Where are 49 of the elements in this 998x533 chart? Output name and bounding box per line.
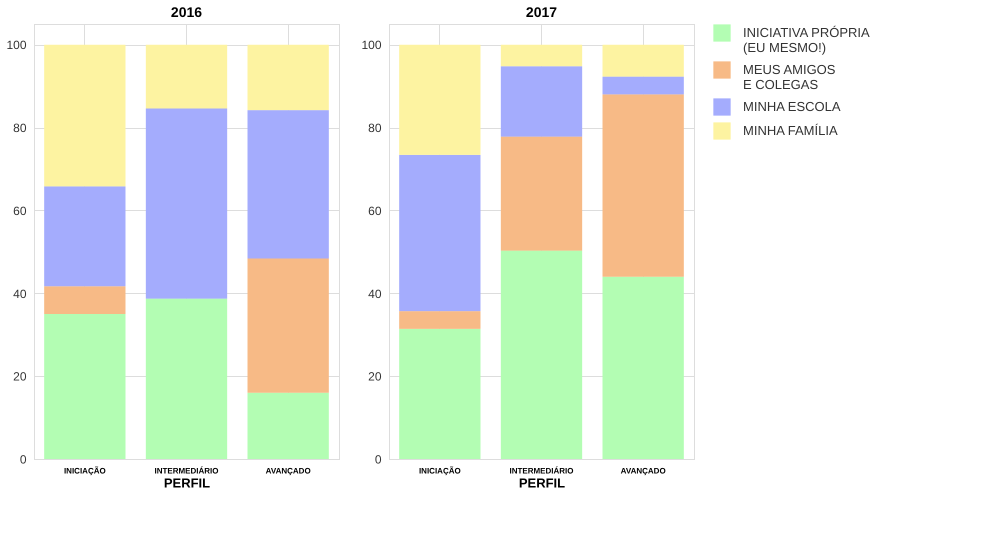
bar — [602, 94, 684, 277]
y-tick-label: 80 — [368, 121, 382, 136]
y-tick-label: 0 — [374, 452, 382, 466]
x-tick-label: INTERMEDIÁRIO — [510, 466, 574, 476]
bar — [44, 44, 126, 186]
legend-label: MINHA ESCOLA — [743, 99, 841, 114]
bar — [146, 298, 228, 459]
legend-label: MEUS AMIGOS E COLEGAS — [743, 62, 836, 92]
bar — [44, 314, 126, 459]
bar — [500, 136, 582, 251]
bar — [602, 44, 684, 77]
x-tick-label: AVANÇADO — [620, 466, 666, 476]
bar — [248, 258, 329, 393]
bar — [602, 276, 684, 459]
y-tick-label: 20 — [368, 370, 382, 384]
y-tick-label: 80 — [13, 121, 27, 136]
bar — [248, 392, 329, 459]
legend-label: MINHA FAMÍLIA — [743, 123, 838, 138]
x-axis-title: PERFIL — [518, 476, 566, 490]
y-tick-label: 100 — [6, 38, 27, 52]
legend-label: INICIATIVA PRÓPRIA (EU MESMO!) — [743, 25, 870, 55]
y-tick-label: 0 — [20, 452, 27, 466]
bar — [44, 286, 126, 314]
y-tick-label: 60 — [368, 204, 382, 218]
bar — [399, 154, 480, 312]
bar — [399, 44, 480, 155]
y-tick-label: 40 — [13, 286, 27, 301]
bar — [500, 66, 582, 137]
x-tick-label: INTERMEDIÁRIO — [154, 466, 218, 476]
x-tick-label: INICIAÇÃO — [418, 466, 461, 476]
bar — [248, 44, 329, 110]
x-axis-title: PERFIL — [164, 476, 210, 490]
bar — [399, 311, 480, 329]
bar — [500, 250, 582, 459]
y-tick-label: 40 — [368, 286, 382, 301]
y-tick-label: 20 — [13, 370, 27, 384]
bar — [146, 44, 228, 109]
bar — [248, 110, 329, 258]
chart-title: 2016 — [170, 4, 202, 20]
chart-title: 2017 — [526, 4, 558, 20]
bar — [146, 108, 228, 299]
bar — [602, 76, 684, 94]
x-tick-label: AVANÇADO — [266, 466, 311, 476]
x-tick-label: INICIAÇÃO — [64, 466, 106, 476]
bar — [44, 186, 126, 286]
bar — [500, 44, 582, 66]
y-tick-label: 60 — [13, 204, 27, 218]
y-tick-label: 100 — [361, 38, 382, 52]
bar — [399, 328, 480, 459]
